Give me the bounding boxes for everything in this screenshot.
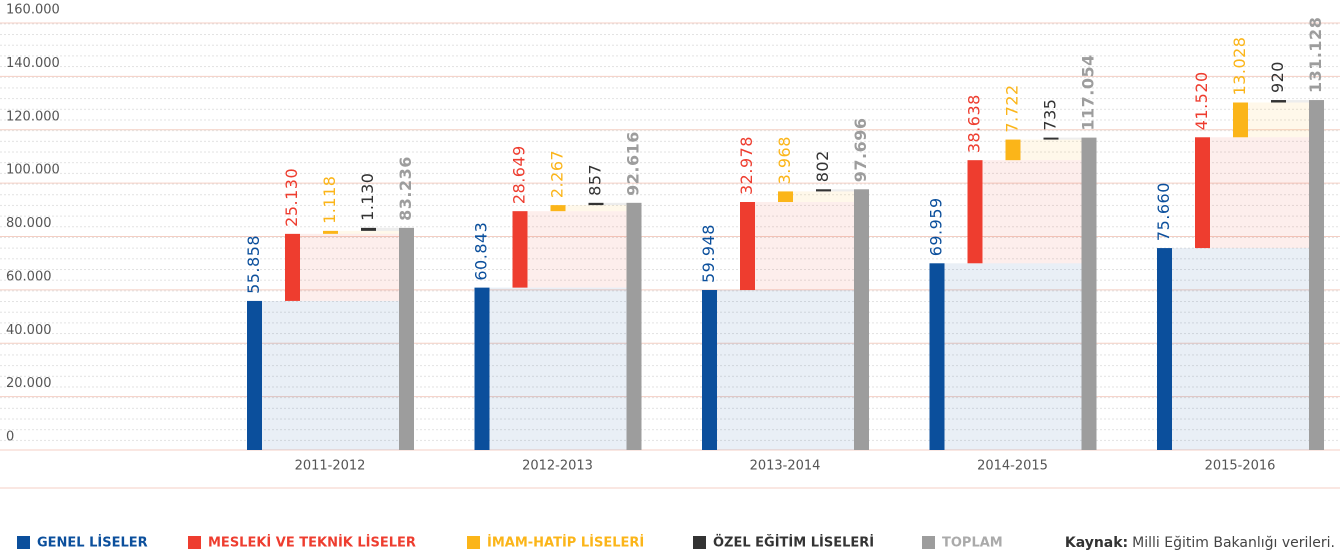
value-label: 59.948	[699, 224, 718, 283]
band-shade	[717, 290, 854, 450]
band-shade	[1172, 248, 1309, 450]
legend-swatch	[467, 536, 480, 549]
bar	[1195, 137, 1210, 249]
bar	[1271, 100, 1286, 103]
value-label: 32.978	[737, 136, 756, 195]
bar	[1233, 102, 1248, 138]
value-label: 92.616	[624, 131, 643, 196]
source-label: Kaynak:	[1065, 535, 1128, 551]
value-label: 75.660	[1154, 182, 1173, 241]
y-tick-label: 120.000	[6, 109, 60, 124]
y-tick-label: 40.000	[6, 323, 52, 338]
band-shade	[338, 230, 399, 234]
x-tick-label: 2012-2013	[522, 459, 593, 474]
bar	[361, 227, 376, 231]
bar	[1081, 137, 1097, 451]
bar	[1005, 139, 1021, 161]
value-label: 920	[1268, 61, 1287, 93]
value-label: 13.028	[1230, 37, 1249, 96]
y-tick-label: 160.000	[6, 3, 60, 18]
value-label: 83.236	[396, 156, 415, 221]
y-tick-label: 100.000	[6, 163, 60, 178]
bar	[588, 202, 604, 206]
bar	[778, 191, 793, 203]
value-label: 41.520	[1192, 71, 1211, 130]
value-label: 38.638	[965, 94, 984, 153]
y-tick-label: 60.000	[6, 269, 52, 284]
value-label: 25.130	[282, 168, 301, 227]
legend-swatch	[188, 536, 201, 549]
legend-label: TOPLAM	[942, 536, 1003, 551]
band-shade	[527, 211, 627, 288]
bar	[702, 290, 717, 450]
band-shade	[1058, 137, 1082, 140]
value-label: 60.843	[472, 222, 491, 281]
x-tick-label: 2014-2015	[977, 459, 1048, 474]
band-shade	[793, 191, 854, 203]
band-shade	[755, 202, 854, 291]
bar	[550, 205, 566, 212]
legend-label: MESLEKİ VE TEKNİK LİSELER	[208, 535, 416, 551]
value-label: 117.054	[1079, 54, 1098, 130]
band-shade	[489, 287, 627, 450]
bar	[854, 189, 869, 450]
y-tick-label: 140.000	[6, 56, 60, 71]
bar	[285, 233, 300, 301]
bar	[474, 287, 490, 450]
value-label: 735	[1041, 99, 1060, 131]
legend-swatch	[922, 536, 935, 549]
x-tick-label: 2015-2016	[1205, 459, 1276, 474]
legend-swatch	[17, 536, 30, 549]
band-shade	[944, 263, 1082, 450]
band-shade	[1286, 100, 1309, 103]
band-shade	[1210, 137, 1309, 249]
bar	[1043, 137, 1059, 140]
band-shade	[262, 300, 399, 450]
bar	[816, 189, 831, 192]
legend-label: ÖZEL EĞİTİM LİSELERİ	[713, 535, 874, 551]
band-shade	[603, 202, 627, 206]
value-label: 2.267	[548, 150, 567, 198]
value-label: 69.959	[927, 197, 946, 256]
bar	[626, 202, 642, 450]
value-label: 131.128	[1306, 17, 1325, 93]
bar	[967, 160, 983, 264]
source-text: Milli Eğitim Bakanlığı verileri.	[1132, 535, 1335, 551]
y-tick-label: 0	[6, 430, 14, 445]
band-shade	[1020, 139, 1082, 161]
bar	[1157, 248, 1172, 450]
value-label: 1.118	[320, 176, 339, 224]
value-label: 28.649	[510, 145, 529, 204]
legend: GENEL LİSELER MESLEKİ VE TEKNİK LİSELER İM…	[17, 535, 1003, 551]
value-label: 3.968	[775, 136, 794, 184]
band-shade	[300, 233, 399, 301]
value-label: 857	[586, 164, 605, 196]
legend-label: İMAM-HATİP LİSELERİ	[487, 535, 644, 551]
legend-swatch	[693, 536, 706, 549]
x-tick-label: 2013-2014	[750, 459, 821, 474]
band-shade	[982, 160, 1082, 264]
band-shade	[1248, 102, 1309, 138]
value-label: 97.696	[851, 118, 870, 183]
legend-label: GENEL LİSELER	[37, 535, 148, 551]
bar	[512, 211, 528, 288]
band-shade	[565, 205, 627, 212]
bar	[323, 230, 338, 234]
y-tick-label: 80.000	[6, 216, 52, 231]
bar	[740, 202, 755, 291]
band-shade	[831, 189, 854, 192]
value-label: 802	[813, 150, 832, 182]
value-label: 7.722	[1003, 84, 1022, 132]
y-tick-label: 20.000	[6, 376, 52, 391]
band-shade	[376, 227, 399, 231]
bar	[399, 227, 414, 450]
bar	[929, 263, 945, 450]
value-label: 55.858	[244, 235, 263, 294]
x-tick-label: 2011-2012	[295, 459, 366, 474]
value-label: 1.130	[358, 173, 377, 221]
bar	[247, 300, 262, 450]
source: Kaynak: Milli Eğitim Bakanlığı verileri.	[1065, 535, 1335, 551]
bar	[1309, 100, 1324, 450]
